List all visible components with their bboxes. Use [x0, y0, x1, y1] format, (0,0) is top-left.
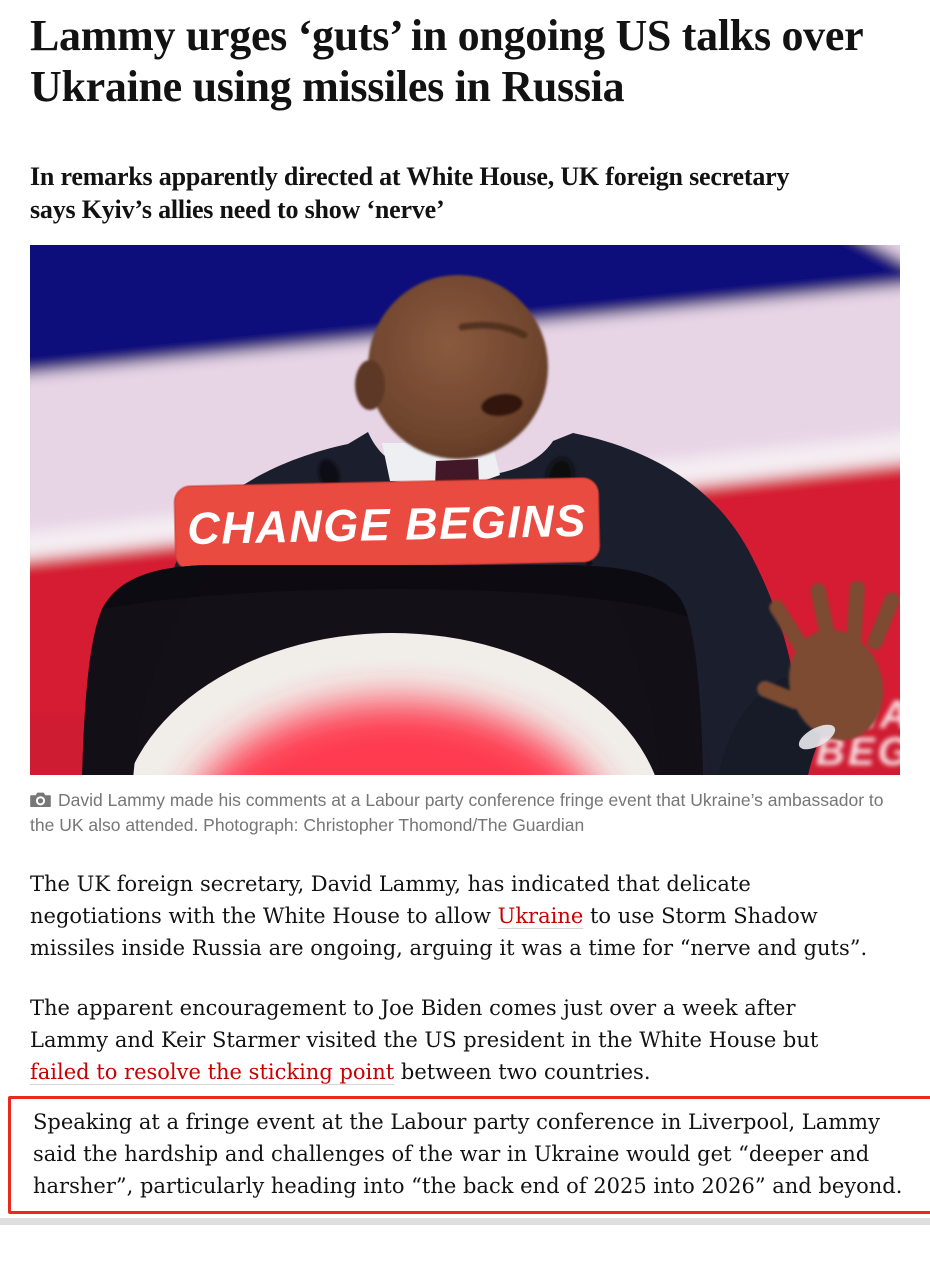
body-text: Speaking at a fringe event at the Labour… [33, 1109, 903, 1198]
article: Lammy urges ‘guts’ in ongoing US talks o… [8, 11, 930, 1214]
body-text: between two countries. [394, 1059, 651, 1084]
inline-link[interactable]: failed to resolve the sticking point [30, 1059, 395, 1084]
body-paragraph: The apparent encouragement to Joe Biden … [30, 992, 880, 1088]
article-standfirst: In remarks apparently directed at White … [30, 162, 790, 225]
photo-caption: David Lammy made his comments at a Labou… [30, 788, 892, 838]
highlighted-paragraph: Speaking at a fringe event at the Labour… [8, 1095, 930, 1214]
speaker-hand [718, 581, 900, 776]
footer-divider [0, 1217, 930, 1225]
camera-icon [30, 792, 51, 808]
body-paragraph: The UK foreign secretary, David Lammy, h… [30, 868, 880, 964]
article-headline: Lammy urges ‘guts’ in ongoing US talks o… [30, 11, 863, 112]
podium [82, 565, 703, 776]
article-photo: CHANGE BEGINS [30, 245, 900, 776]
body-text: to use Storm Shadow missiles inside Russ… [30, 903, 868, 960]
inline-link[interactable]: Ukraine [497, 903, 584, 928]
article-body: The UK foreign secretary, David Lammy, h… [8, 868, 930, 1214]
speaker-head [355, 275, 548, 460]
podium-sign: CHANGE BEGINS [173, 476, 601, 572]
body-text: The UK foreign secretary, David Lammy, h… [30, 871, 751, 928]
article-photo-illustration: CHANGE BEGINS [30, 245, 900, 776]
podium-sign-text: CHANGE BEGINS [187, 495, 588, 554]
body-text: The apparent encouragement to Joe Biden … [30, 995, 819, 1052]
photo-caption-text: David Lammy made his comments at a Labou… [30, 790, 884, 835]
photo-figure: CHANGE BEGINS [30, 245, 900, 838]
